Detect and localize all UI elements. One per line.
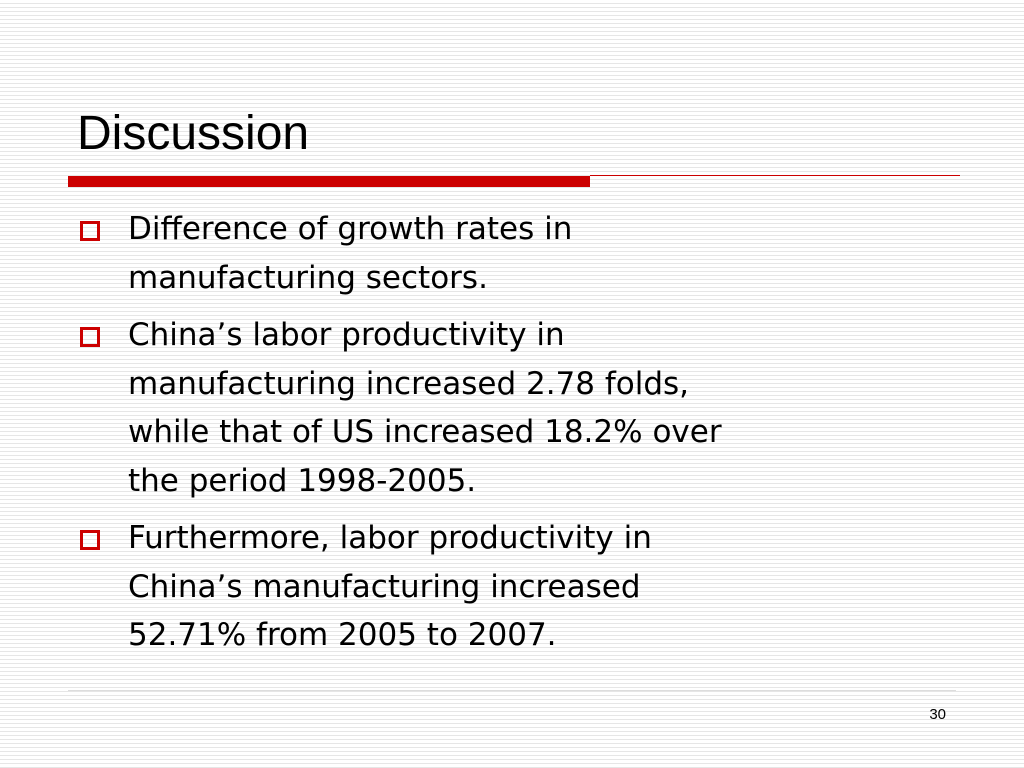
bullet-text: the period 1998-2005.: [128, 462, 477, 499]
bullet-item: Difference of growth rates in manufacturi…: [80, 205, 960, 302]
bullet-text: while that of US increased 18.2% over: [128, 414, 722, 450]
title-rule: [590, 175, 960, 176]
title-underline: [68, 176, 590, 187]
bullet-text: China’s manufacturing increased: [128, 568, 641, 605]
bullet-text: China’s labor productivity in: [128, 317, 565, 353]
bullet-text: Furthermore, labor productivity in: [128, 520, 652, 556]
bullet-marker: [80, 327, 100, 347]
page-number: 30: [929, 706, 946, 723]
bullet-item: Furthermore, labor productivity in China’…: [80, 514, 960, 660]
slide-title: Discussion: [77, 107, 310, 160]
footer-rule: [68, 690, 956, 691]
bullet-marker: [80, 530, 100, 550]
bullet-text: 52.71% from 2005 to 2007.: [128, 617, 557, 653]
bullet-item: China’s labor productivity in manufacturi…: [80, 311, 960, 505]
bullet-marker: [80, 221, 100, 241]
bullet-text: Difference of growth rates in: [128, 211, 573, 247]
bullet-text: manufacturing sectors.: [128, 259, 488, 296]
bullet-list: Difference of growth rates in manufacturi…: [80, 205, 960, 669]
bullet-text: manufacturing increased 2.78 folds,: [128, 365, 690, 402]
